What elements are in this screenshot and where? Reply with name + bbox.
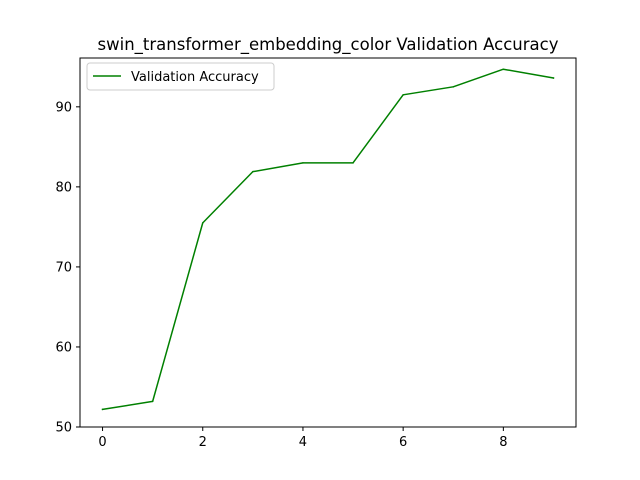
series-layer	[101, 68, 555, 411]
y-tick-label: 90	[55, 100, 72, 115]
data-point	[252, 170, 254, 173]
x-tick-label: 4	[299, 435, 307, 450]
series-line-validation-accuracy	[101, 68, 555, 411]
y-axis: 50 60 70 80 90	[55, 100, 80, 436]
chart-title: swin_transformer_embedding_color Validat…	[98, 35, 559, 55]
x-tick-label: 8	[499, 435, 507, 450]
data-point	[352, 162, 354, 164]
data-point	[151, 400, 154, 403]
data-point	[502, 68, 505, 70]
legend: Validation Accuracy	[86, 62, 275, 91]
data-point	[302, 162, 304, 164]
x-tick-label: 0	[98, 435, 106, 450]
data-point	[452, 86, 455, 88]
legend-box	[86, 62, 275, 91]
x-axis: 0 2 4 6 8	[98, 427, 507, 450]
data-point	[201, 222, 204, 224]
y-tick-label: 50	[55, 421, 72, 436]
data-point	[101, 408, 104, 411]
legend-label: Validation Accuracy	[131, 70, 259, 85]
data-point	[552, 77, 555, 79]
y-tick-label: 70	[55, 260, 72, 275]
x-tick-label: 2	[199, 435, 207, 450]
data-point	[402, 94, 404, 96]
y-tick-label: 80	[55, 180, 72, 195]
x-tick-label: 6	[399, 435, 407, 450]
y-tick-label: 60	[55, 340, 72, 355]
plot-area-frame	[79, 57, 577, 428]
